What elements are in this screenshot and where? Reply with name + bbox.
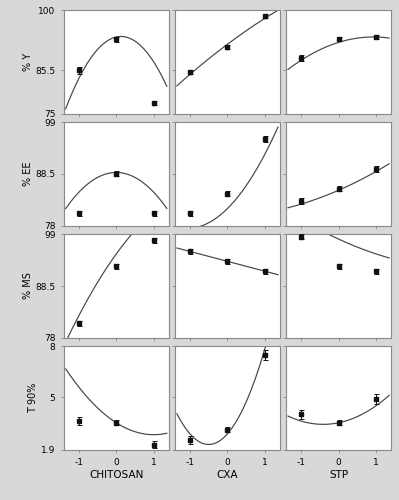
X-axis label: CHITOSAN: CHITOSAN <box>89 470 144 480</box>
Y-axis label: T 90%: T 90% <box>28 383 38 414</box>
Y-axis label: % Y: % Y <box>23 53 33 71</box>
X-axis label: STP: STP <box>329 470 348 480</box>
Y-axis label: % EE: % EE <box>23 162 33 186</box>
X-axis label: CXA: CXA <box>217 470 238 480</box>
Y-axis label: % MS: % MS <box>23 272 33 299</box>
